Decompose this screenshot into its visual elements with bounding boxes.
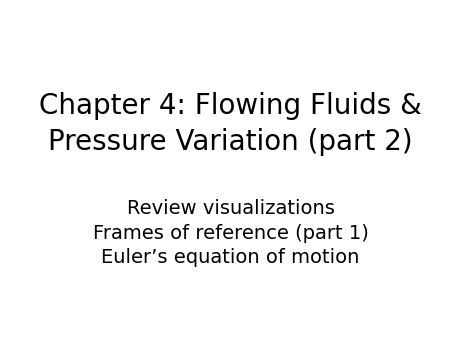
Text: Review visualizations: Review visualizations — [127, 199, 334, 218]
Text: Frames of reference (part 1): Frames of reference (part 1) — [93, 224, 369, 243]
Text: Chapter 4: Flowing Fluids &
Pressure Variation (part 2): Chapter 4: Flowing Fluids & Pressure Var… — [39, 92, 422, 156]
Text: Euler’s equation of motion: Euler’s equation of motion — [101, 248, 360, 267]
